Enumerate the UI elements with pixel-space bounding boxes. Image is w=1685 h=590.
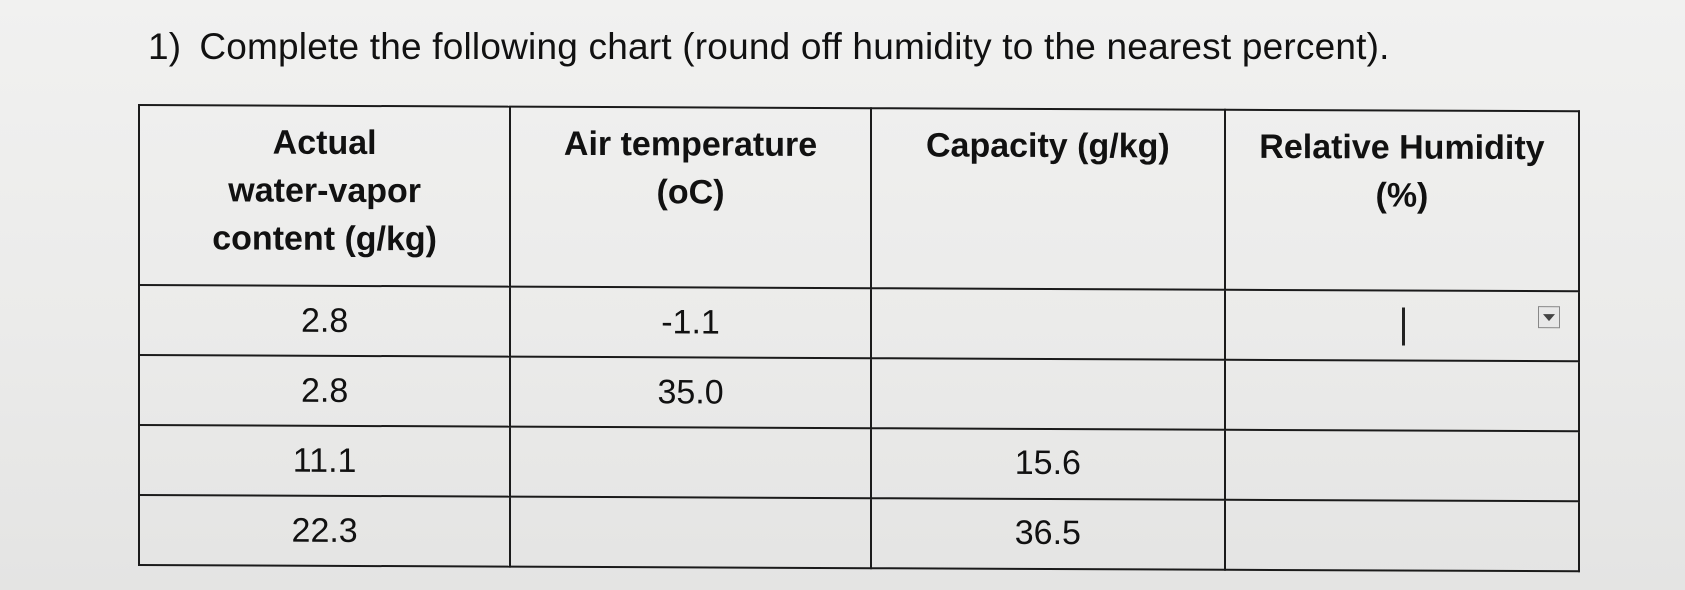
- capacity-cell: 15.6: [870, 428, 1225, 500]
- header-relative-humidity: Relative Humidity (%): [1224, 109, 1579, 292]
- capacity-cell[interactable]: [870, 288, 1225, 360]
- content-cell: 11.1: [139, 425, 511, 497]
- table-row: 2.8 -1.1: [139, 285, 1579, 362]
- temperature-cell: 35.0: [510, 356, 871, 429]
- header-air-temperature: Air temperature (oC): [510, 106, 871, 289]
- humidity-cell[interactable]: [1224, 429, 1579, 502]
- content-cell: 2.8: [139, 355, 511, 427]
- content-cell: 22.3: [139, 495, 511, 567]
- humidity-input-cell[interactable]: [1224, 289, 1579, 362]
- humidity-cell[interactable]: [1224, 359, 1579, 432]
- question-number: 1): [148, 26, 182, 67]
- header-capacity: Capacity (g/kg): [870, 108, 1225, 290]
- temperature-cell[interactable]: [510, 496, 871, 569]
- question-prompt: 1) Complete the following chart (round of…: [148, 26, 1390, 68]
- capacity-cell: 36.5: [870, 498, 1225, 570]
- table-row: 2.8 35.0: [139, 355, 1579, 432]
- table-row: 22.3 36.5: [139, 495, 1579, 572]
- question-text: Complete the following chart (round off …: [199, 26, 1390, 67]
- text-cursor-icon: [1401, 307, 1405, 346]
- humidity-chart-table: Actual water-vapor content (g/kg) Air te…: [138, 104, 1580, 572]
- temperature-cell: -1.1: [510, 286, 871, 359]
- temperature-cell[interactable]: [510, 426, 871, 499]
- content-cell: 2.8: [139, 285, 511, 357]
- capacity-cell[interactable]: [870, 358, 1225, 430]
- table-row: 11.1 15.6: [139, 425, 1579, 502]
- humidity-cell[interactable]: [1224, 499, 1579, 572]
- header-water-vapor-content: Actual water-vapor content (g/kg): [139, 105, 511, 287]
- chevron-down-icon[interactable]: [1538, 306, 1560, 329]
- header-row: Actual water-vapor content (g/kg) Air te…: [139, 105, 1579, 292]
